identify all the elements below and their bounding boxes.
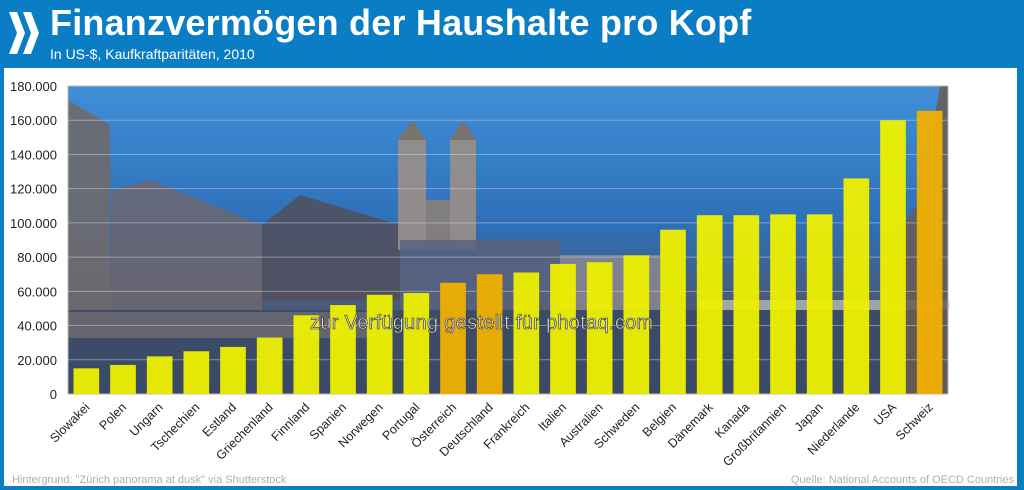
bar-dänemark bbox=[696, 215, 723, 394]
y-tick-label: 180.000 bbox=[10, 79, 57, 94]
x-tick-label: Großbritannien bbox=[720, 400, 789, 469]
bar-schweden bbox=[623, 255, 650, 394]
bar-belgien bbox=[660, 229, 686, 394]
x-tick-label: Finnland bbox=[269, 400, 313, 444]
y-tick-label: 160.000 bbox=[10, 113, 57, 128]
y-tick-label: 40.000 bbox=[17, 319, 57, 334]
y-tick-label: 20.000 bbox=[17, 353, 57, 368]
header: Finanzvermögen der Haushalte pro Kopf In… bbox=[0, 0, 1024, 68]
bar-portugal bbox=[403, 293, 430, 394]
y-tick-label: 60.000 bbox=[17, 284, 57, 299]
bar-norwegen bbox=[366, 294, 393, 394]
y-tick-label: 140.000 bbox=[10, 147, 57, 162]
bar-frankreich bbox=[513, 272, 540, 394]
y-axis-ticks: 0 20.000 40.000 60.000 80.000 100.000 120.000 1… bbox=[10, 79, 57, 402]
bar-polen bbox=[110, 364, 136, 394]
bar-tschechien bbox=[183, 351, 210, 394]
bar-australien bbox=[586, 262, 613, 394]
x-tick-label: Schweiz bbox=[893, 400, 936, 443]
chart-subtitle: In US-$, Kaufkraftparitäten, 2010 bbox=[50, 46, 255, 62]
bar-italien bbox=[550, 263, 576, 394]
background-credit: Hintergrund: "Zürich panorama at dusk" v… bbox=[12, 474, 287, 486]
oecd-chevrons-logo-icon bbox=[9, 12, 39, 54]
source-note: Quelle: National Accounts of OECD Countr… bbox=[790, 474, 1014, 486]
plot-frame bbox=[67, 85, 949, 395]
x-axis-ticks: Slowakei PolenUngarnTschechienEstlandGrie… bbox=[47, 400, 936, 469]
bar-ungarn bbox=[146, 356, 173, 394]
bar-finnland bbox=[293, 315, 320, 394]
bar-deutschland bbox=[476, 274, 503, 394]
bar-schweiz bbox=[916, 110, 943, 395]
bar-estland bbox=[220, 346, 246, 394]
bar-slowakei bbox=[73, 368, 100, 394]
bar-großbritannien bbox=[770, 214, 796, 394]
y-tick-label: 100.000 bbox=[10, 216, 57, 231]
x-tick-label: Slowakei bbox=[47, 400, 92, 445]
bar-griechenland bbox=[256, 337, 283, 394]
bars bbox=[73, 110, 943, 395]
bar-kanada bbox=[733, 215, 760, 394]
x-tick-label: Japan bbox=[792, 400, 826, 434]
y-tick-label: 0 bbox=[50, 387, 57, 402]
bar-spanien bbox=[330, 305, 356, 394]
bar-niederlande bbox=[843, 178, 870, 394]
watermark-text: zur Verfügung gestellt für photaq.com bbox=[310, 312, 654, 335]
x-tick-label: USA bbox=[871, 400, 900, 429]
bar-österreich bbox=[440, 282, 466, 394]
bar-usa bbox=[880, 120, 906, 394]
gridlines bbox=[67, 85, 949, 395]
x-tick-label: Polen bbox=[97, 400, 130, 433]
chart-title: Finanzvermögen der Haushalte pro Kopf bbox=[50, 2, 752, 43]
x-tick-label: Italien bbox=[536, 400, 570, 434]
y-tick-label: 80.000 bbox=[17, 250, 57, 265]
bar-japan bbox=[806, 214, 833, 394]
y-tick-label: 120.000 bbox=[10, 182, 57, 197]
